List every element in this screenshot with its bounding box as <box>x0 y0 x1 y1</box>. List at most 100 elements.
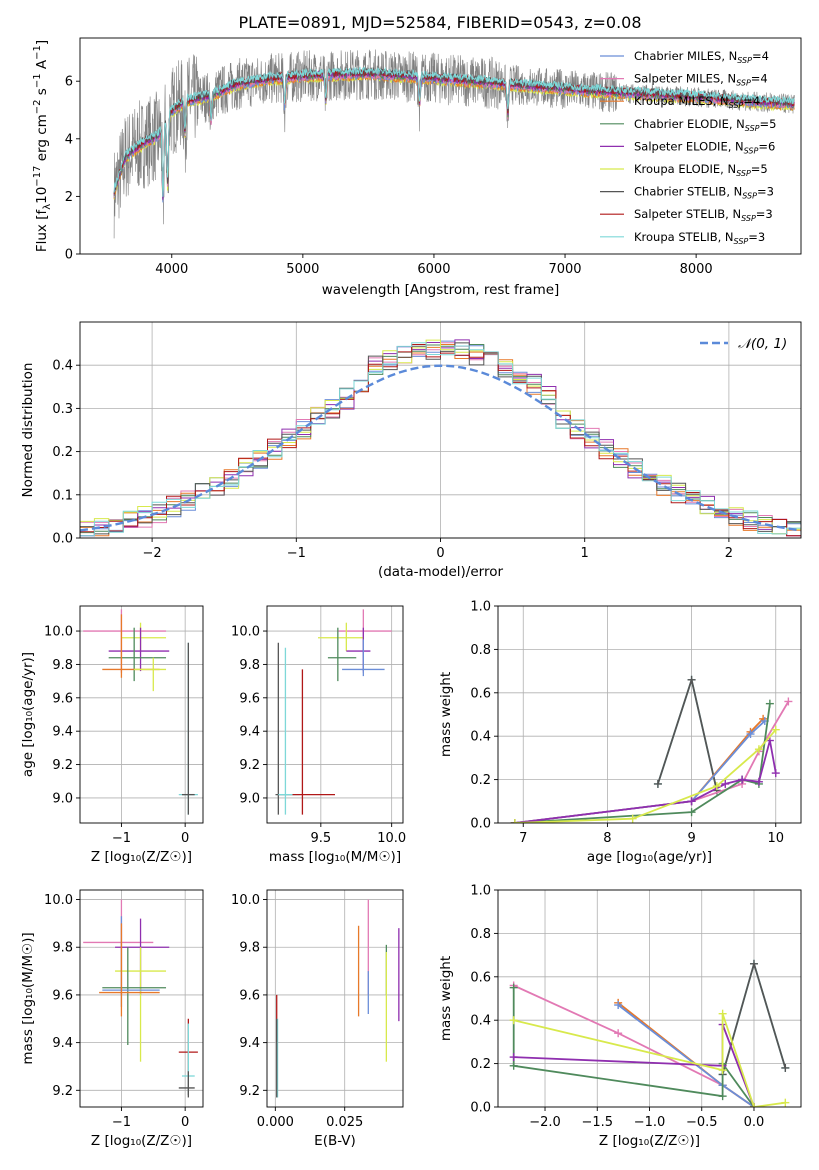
legend-label: Salpeter STELIB, NSSP=3 <box>634 207 773 223</box>
legend-label: 𝒩(0, 1) <box>738 336 787 352</box>
y-axis-label: Flux [fλ10−17 erg cm−2 s−1 A−1] <box>32 40 53 252</box>
legend-label-text: Kroupa ELODIE, N <box>634 162 736 176</box>
y-tick-label: 0.4 <box>52 359 73 374</box>
y-axis-label-part: −17 <box>32 166 43 187</box>
weight-line-salpeter-miles <box>513 984 755 1107</box>
legend-label-subscript: SSP <box>745 124 760 133</box>
mass-weight-vs-metallicity-axes: −2.0 −1.5 −1.0 −0.5 0.0 0.0 0.2 0.4 0.6 0.8 1.0 Z [… <box>438 884 802 1149</box>
weight-line-salpeter-elodie <box>514 740 777 823</box>
gaussian-curve <box>80 364 801 532</box>
legend-label-text: Salpeter ELODIE, N <box>634 139 744 153</box>
x-axis-label: Z [log₁₀(Z/Z☉)] <box>599 1133 700 1149</box>
legend-label-text: Chabrier STELIB, N <box>634 185 742 199</box>
y-tick-label: 9.6 <box>239 988 260 1003</box>
y-axis-label-part: λ <box>42 204 53 210</box>
legend-label: Salpeter ELODIE, NSSP=6 <box>634 139 775 155</box>
x-tick-label: −0.5 <box>686 1115 718 1130</box>
age-vs-metallicity-axes: −1 0 9.0 9.2 9.4 9.6 9.8 10.0 Z [log₁₀(Z/Z☉)] age… <box>20 605 204 865</box>
y-tick-label: 0.0 <box>470 817 491 832</box>
y-tick-label: 9.8 <box>52 658 73 673</box>
legend-label-text: Kroupa MILES, N <box>634 94 729 108</box>
axes-frame <box>79 605 204 824</box>
legend-label-tail: =3 <box>756 207 773 221</box>
x-tick-label: 0 <box>181 1115 189 1130</box>
x-axis-label: wavelength [Angstrom, rest frame] <box>322 282 560 298</box>
y-tick-label: 9.0 <box>239 791 260 806</box>
y-tick-label: 0.0 <box>470 1101 491 1116</box>
errorbar-plot-area <box>83 609 198 815</box>
x-tick-label: 7000 <box>548 262 581 277</box>
y-axis-label-part: −1 <box>32 73 43 88</box>
legend-label-tail: =6 <box>758 139 775 153</box>
histogram-kroupa-stelib <box>80 342 801 537</box>
legend-label-tail: =3 <box>757 185 774 199</box>
model-spectrum-kroupa-stelib <box>113 66 795 197</box>
legend-label-tail: =4 <box>743 94 760 108</box>
x-tick-label: 7 <box>519 831 527 846</box>
y-axis-label-part: erg cm <box>34 114 50 165</box>
y-axis-label-part: 10 <box>34 187 50 204</box>
figure-title: PLATE=0891, MJD=52584, FIBERID=0543, z=0… <box>238 13 641 32</box>
y-tick-label: 10.0 <box>231 893 260 908</box>
line-plot-area <box>509 959 790 1107</box>
y-tick-label: 9.6 <box>239 691 260 706</box>
y-tick-label: 4 <box>65 132 73 147</box>
x-tick-label: 8000 <box>680 262 713 277</box>
y-axis-label-part: A <box>34 59 50 73</box>
legend-label-tail: =5 <box>751 162 768 176</box>
y-tick-label: 0.3 <box>52 402 73 417</box>
y-tick-label: 9.0 <box>52 791 73 806</box>
mass-vs-ebv-axes: 0.000 0.025 9.2 9.4 9.6 9.8 10.0 E(B-V) <box>231 889 404 1149</box>
legend-label-subscript: SSP <box>736 169 751 178</box>
y-tick-label: 0.2 <box>470 1057 491 1072</box>
x-tick-label: 9 <box>687 831 695 846</box>
line-plot-area <box>510 675 793 823</box>
y-tick-label: 0.2 <box>470 773 491 788</box>
errorbar-plot-area <box>276 899 400 1098</box>
y-tick-label: 2 <box>65 190 73 205</box>
x-tick-label: −1.0 <box>634 1115 666 1130</box>
x-axis-label: Z [log₁₀(Z/Z☉)] <box>91 849 192 865</box>
y-axis-label-part: Flux [f <box>34 209 50 253</box>
y-tick-label: 0.2 <box>52 445 73 460</box>
legend-label-tail: =4 <box>751 72 768 86</box>
legend-label-subscript: SSP <box>734 237 749 246</box>
y-axis-label-part: ] <box>34 40 50 45</box>
y-tick-label: 6 <box>65 75 73 90</box>
spectrum-plot-area <box>113 49 795 239</box>
legend-label: Kroupa ELODIE, NSSP=5 <box>634 162 768 178</box>
weight-line-chabrier-elodie <box>512 987 755 1107</box>
legend-label: Chabrier STELIB, NSSP=3 <box>634 185 774 201</box>
y-tick-label: 9.8 <box>239 658 260 673</box>
y-tick-label: 10.0 <box>44 893 73 908</box>
legend-label-subscript: SSP <box>736 79 751 88</box>
x-tick-label: −2 <box>143 546 162 561</box>
x-tick-label: 9.5 <box>310 831 331 846</box>
x-tick-label: 6000 <box>417 262 450 277</box>
y-tick-label: 0.4 <box>470 1014 491 1029</box>
x-tick-label: −1 <box>112 831 131 846</box>
y-tick-label: 9.2 <box>52 758 73 773</box>
y-axis-label-part: −1 <box>32 45 43 60</box>
weight-line-chabrier-stelib <box>657 676 718 791</box>
x-axis-label: mass [log₁₀(M/M☉)] <box>269 849 401 865</box>
weight-line-chabrier-elodie <box>514 703 771 823</box>
legend-label: Chabrier ELODIE, NSSP=5 <box>634 117 776 133</box>
y-axis-label: Normed distribution <box>20 363 36 498</box>
legend-label-tail: =4 <box>752 49 769 63</box>
y-tick-label: 9.2 <box>239 1084 260 1099</box>
x-axis-label: E(B-V) <box>314 1133 356 1149</box>
y-tick-label: 9.8 <box>239 941 260 956</box>
y-tick-label: 0.6 <box>470 686 491 701</box>
y-tick-label: 0 <box>65 248 73 263</box>
weight-line-salpeter-miles <box>514 701 790 823</box>
x-axis-label: age [log₁₀(age/yr)] <box>587 849 712 865</box>
y-tick-label: 9.2 <box>239 758 260 773</box>
x-tick-label: 10.0 <box>377 831 406 846</box>
x-tick-label: 1 <box>581 546 589 561</box>
y-tick-label: 0.6 <box>470 970 491 985</box>
y-axis-label-part: s <box>34 88 50 99</box>
age-vs-mass-axes: 9.5 10.0 9.0 9.2 9.4 9.6 9.8 10.0 mass [log₁₀(M/… <box>231 605 406 865</box>
legend-label-text: Kroupa STELIB, N <box>634 230 734 244</box>
